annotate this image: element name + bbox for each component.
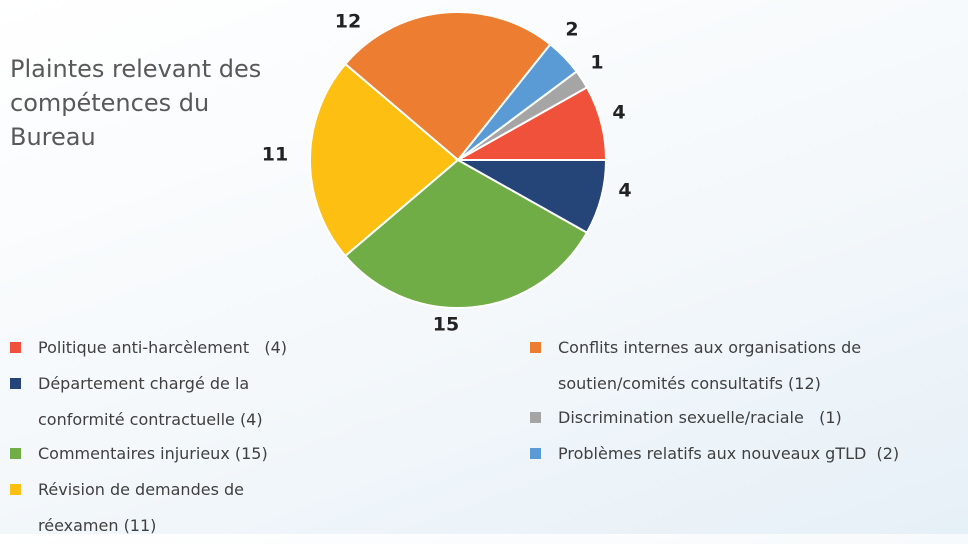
legend-swatch (10, 342, 21, 353)
data-label: 15 (433, 314, 459, 336)
legend-swatch (10, 378, 21, 389)
data-label: 4 (612, 102, 625, 124)
legend-swatch (530, 448, 541, 459)
data-label: 1 (590, 52, 603, 74)
legend-label: Politique anti-harcèlement (4) (38, 330, 368, 366)
legend-label: Révision de demandes de réexamen (11) (38, 472, 298, 544)
legend-label: Conflits internes aux organisations de s… (558, 330, 933, 402)
legend-swatch (530, 412, 541, 423)
legend-swatch (530, 342, 541, 353)
page: Plaintes relevant des compétences du Bur… (0, 0, 968, 534)
legend-label: Commentaires injurieux (15) (38, 436, 368, 472)
data-label: 12 (335, 11, 361, 33)
legend-label: Discrimination sexuelle/raciale (1) (558, 400, 958, 436)
data-label: 11 (262, 144, 288, 166)
data-label: 4 (618, 180, 631, 202)
legend-label: Problèmes relatifs aux nouveaux gTLD (2) (558, 436, 968, 472)
data-label: 2 (565, 19, 578, 41)
legend-label: Département chargé de la conformité cont… (38, 366, 303, 438)
legend-swatch (10, 448, 21, 459)
legend-swatch (10, 484, 21, 495)
